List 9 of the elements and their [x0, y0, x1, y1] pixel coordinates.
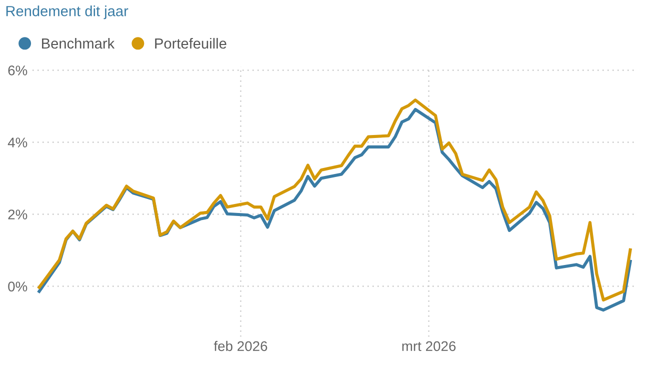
y-tick-label: 6% [8, 66, 28, 76]
x-tick-label: mrt 2026 [402, 341, 456, 352]
y-tick-label: 2% [8, 210, 28, 220]
legend-label: Benchmark [42, 38, 115, 49]
y-tick-label: 4% [8, 138, 28, 148]
legend-label: Portefeuille [155, 38, 226, 49]
chart-title: Rendement dit jaar [6, 6, 128, 20]
y-tick-label: 0% [8, 282, 28, 292]
x-tick-label: feb 2026 [214, 340, 268, 352]
